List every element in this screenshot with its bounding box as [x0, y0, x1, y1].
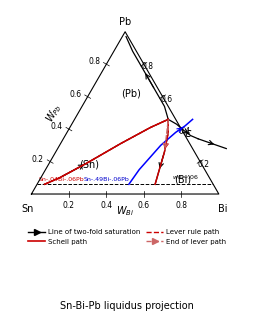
- Text: Pb: Pb: [119, 17, 131, 27]
- Text: 0.6: 0.6: [69, 90, 81, 99]
- Text: (Pb): (Pb): [121, 88, 141, 98]
- Legend: Line of two-fold saturation, Scheil path, Lever rule path, End of lever path: Line of two-fold saturation, Scheil path…: [25, 227, 229, 248]
- Text: 0.8: 0.8: [141, 62, 153, 71]
- Text: 0.4: 0.4: [179, 127, 191, 136]
- Text: 0.6: 0.6: [160, 95, 172, 104]
- Text: 0.2: 0.2: [32, 155, 44, 164]
- Text: Sn-.49Bi-.06Pb: Sn-.49Bi-.06Pb: [84, 177, 130, 182]
- Text: $W_{Pb}$: $W_{Pb}$: [43, 101, 65, 125]
- Text: 0.8: 0.8: [175, 201, 187, 210]
- Text: 0.4: 0.4: [51, 122, 63, 131]
- Text: 0.2: 0.2: [63, 201, 75, 210]
- Text: Sn-.04Bi-.06Pb: Sn-.04Bi-.06Pb: [39, 177, 85, 182]
- Text: ε: ε: [184, 127, 191, 141]
- Text: (Bi): (Bi): [174, 174, 191, 185]
- Text: 0.6: 0.6: [138, 201, 150, 210]
- Text: (Sn): (Sn): [80, 160, 100, 170]
- Text: 0.8: 0.8: [88, 57, 100, 66]
- Text: $w_{Pb}$=.06: $w_{Pb}$=.06: [172, 173, 199, 182]
- Text: Bi: Bi: [218, 204, 227, 214]
- Text: Sn: Sn: [22, 204, 34, 214]
- Text: Sn-Bi-Pb liquidus projection: Sn-Bi-Pb liquidus projection: [60, 301, 194, 311]
- Text: 0.4: 0.4: [100, 201, 113, 210]
- Text: 0.2: 0.2: [198, 160, 210, 169]
- Text: $W_{Bi}$: $W_{Bi}$: [116, 204, 134, 218]
